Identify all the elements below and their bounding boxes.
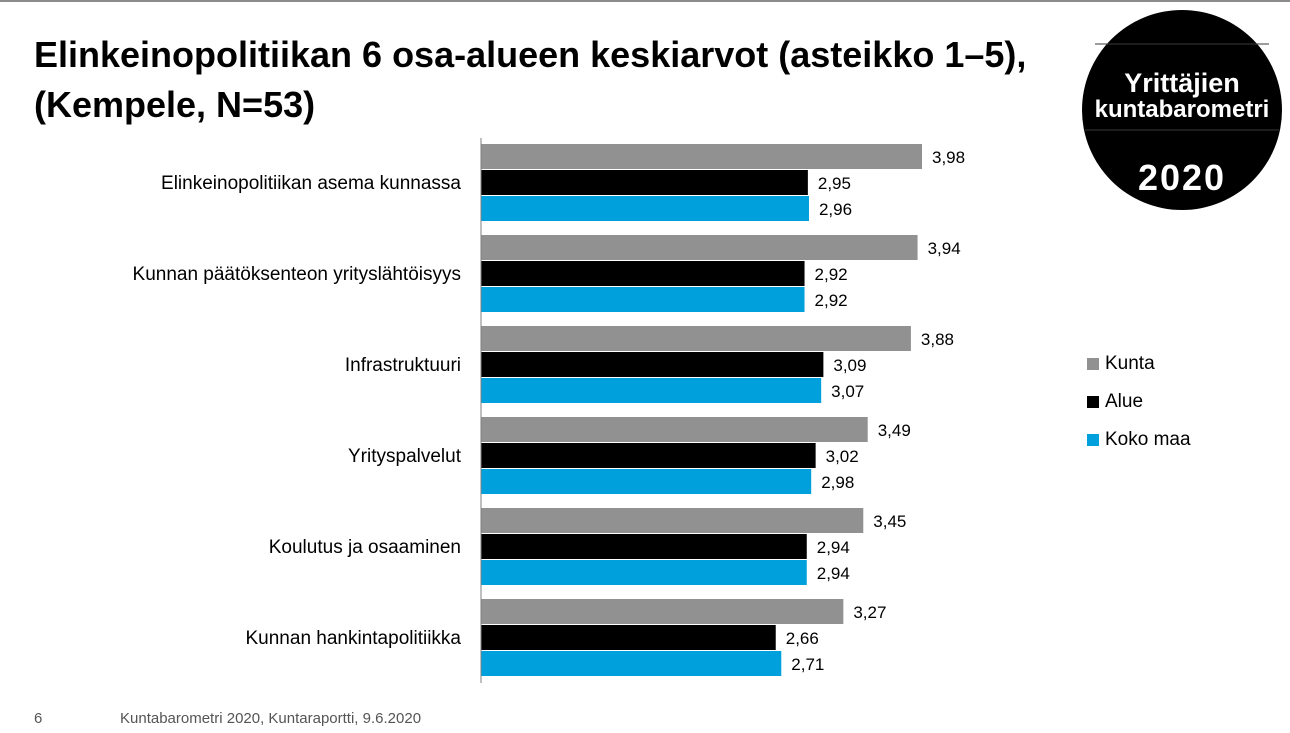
category-label: Yrityspalvelut xyxy=(348,446,462,467)
bar-kunta xyxy=(481,599,844,624)
bar-alue xyxy=(481,170,808,195)
top-rule xyxy=(0,0,1290,2)
bar-koko-maa xyxy=(481,469,812,494)
data-label: 3,02 xyxy=(826,447,859,466)
bar-koko-maa xyxy=(481,378,822,403)
category-label: Kunnan päätöksenteon yrityslähtöisyys xyxy=(133,264,461,285)
bar-alue xyxy=(481,261,805,286)
bar-alue xyxy=(481,534,807,559)
data-label: 2,96 xyxy=(819,200,852,219)
legend-swatch xyxy=(1087,396,1099,408)
data-label: 2,92 xyxy=(815,291,848,310)
legend-item-kunta: Kunta xyxy=(1087,345,1191,383)
bar-kunta xyxy=(481,235,918,260)
slide-title: Elinkeinopolitiikan 6 osa-alueen keskiar… xyxy=(34,30,1094,130)
bar-kunta xyxy=(481,144,922,169)
data-label: 3,07 xyxy=(831,382,864,401)
logo-year: 2020 xyxy=(1138,157,1226,198)
logo-line-2: kuntabarometri xyxy=(1095,96,1270,123)
data-label: 3,88 xyxy=(921,330,954,349)
data-label: 2,95 xyxy=(818,174,851,193)
footer-source: Kuntabarometri 2020, Kuntaraportti, 9.6.… xyxy=(120,710,422,727)
data-label: 3,45 xyxy=(873,512,906,531)
legend-item-koko-maa: Koko maa xyxy=(1087,421,1191,459)
category-label: Infrastruktuuri xyxy=(345,355,461,376)
data-label: 2,92 xyxy=(815,265,848,284)
bar-alue xyxy=(481,443,816,468)
legend-label: Koko maa xyxy=(1105,429,1191,450)
kuntabarometri-logo: Yrittäjien kuntabarometri 2020 xyxy=(1082,10,1282,210)
category-label: Koulutus ja osaaminen xyxy=(269,537,461,558)
bar-koko-maa xyxy=(481,651,782,676)
data-label: 3,94 xyxy=(928,239,961,258)
logo-line-1: Yrittäjien xyxy=(1124,68,1240,98)
title-line-1: Elinkeinopolitiikan 6 osa-alueen keskiar… xyxy=(34,34,1027,75)
bar-koko-maa xyxy=(481,196,809,221)
data-label: 3,09 xyxy=(833,356,866,375)
chart-legend: Kunta Alue Koko maa xyxy=(1087,345,1191,459)
data-label: 2,94 xyxy=(817,538,850,557)
data-label: 2,98 xyxy=(821,473,854,492)
data-label: 3,49 xyxy=(878,421,911,440)
legend-label: Alue xyxy=(1105,391,1144,412)
data-label: 2,94 xyxy=(817,564,850,583)
legend-label: Kunta xyxy=(1105,353,1155,374)
category-label: Kunnan hankintapolitiikka xyxy=(246,628,462,649)
bar-kunta xyxy=(481,326,911,351)
data-label: 2,71 xyxy=(791,655,824,674)
data-label: 3,27 xyxy=(853,603,886,622)
bar-alue xyxy=(481,352,824,377)
bar-koko-maa xyxy=(481,287,805,312)
category-label: Elinkeinopolitiikan asema kunnassa xyxy=(161,173,461,194)
bar-kunta xyxy=(481,417,868,442)
legend-swatch xyxy=(1087,358,1099,370)
data-label: 2,66 xyxy=(786,629,819,648)
data-label: 3,98 xyxy=(932,148,965,167)
title-line-2: (Kempele, N=53) xyxy=(34,84,316,125)
legend-swatch xyxy=(1087,434,1099,446)
bar-kunta xyxy=(481,508,864,533)
page-number: 6 xyxy=(34,710,43,727)
bar-alue xyxy=(481,625,776,650)
legend-item-alue: Alue xyxy=(1087,383,1191,421)
bar-koko-maa xyxy=(481,560,807,585)
